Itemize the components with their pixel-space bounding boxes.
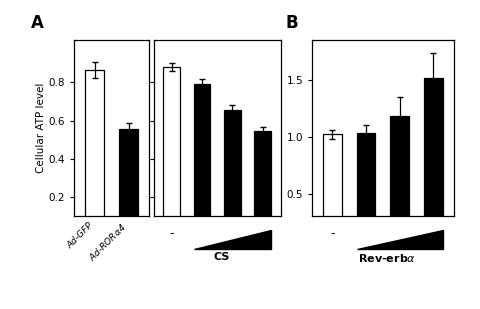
Bar [119, 129, 138, 235]
Bar [424, 78, 443, 250]
Bar [323, 134, 341, 250]
Text: A: A [31, 14, 44, 32]
Text: B: B [286, 14, 298, 32]
Text: CS: CS [213, 252, 229, 262]
Bar [224, 110, 240, 235]
Bar [194, 84, 210, 235]
Bar [357, 133, 375, 250]
Text: -: - [169, 227, 174, 240]
Text: -: - [330, 227, 335, 240]
Bar [254, 131, 271, 235]
Y-axis label: Cellular ATP level: Cellular ATP level [36, 83, 46, 173]
Bar [85, 70, 104, 235]
Text: Rev-erb$\alpha$: Rev-erb$\alpha$ [359, 252, 417, 264]
Bar [164, 67, 180, 235]
Bar [390, 116, 409, 250]
